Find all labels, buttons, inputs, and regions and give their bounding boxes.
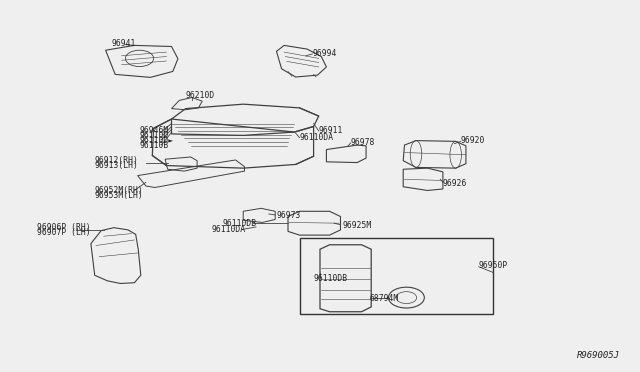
Text: 96994: 96994 [312, 49, 337, 58]
Text: 96110DB: 96110DB [223, 219, 257, 228]
Text: 96926: 96926 [443, 179, 467, 187]
Text: 96906P (RH): 96906P (RH) [37, 223, 91, 232]
Text: 68794M: 68794M [370, 294, 399, 303]
Text: 96110DB: 96110DB [314, 274, 348, 283]
Text: 96920: 96920 [461, 136, 485, 145]
Text: 96973: 96973 [276, 211, 301, 219]
Text: 96110B: 96110B [140, 141, 169, 150]
Text: 96110D: 96110D [140, 131, 169, 140]
Text: 96110DA: 96110DA [300, 133, 333, 142]
Text: 96950P: 96950P [479, 262, 508, 270]
Text: 96110D►: 96110D► [140, 136, 173, 145]
Text: 96952M(RH): 96952M(RH) [95, 186, 143, 195]
Text: 96978: 96978 [351, 138, 375, 147]
Text: 96907P (LH): 96907P (LH) [37, 228, 91, 237]
Text: 96925M: 96925M [342, 221, 372, 230]
Text: 96941: 96941 [112, 39, 136, 48]
Text: R969005J: R969005J [577, 351, 620, 360]
Text: 96210D: 96210D [186, 92, 215, 100]
Bar [300, 238, 493, 314]
Text: 96911: 96911 [319, 126, 343, 135]
Text: 96953M(LH): 96953M(LH) [95, 191, 143, 200]
Text: 96110DA: 96110DA [211, 225, 245, 234]
Text: 96946M: 96946M [140, 126, 169, 135]
Text: 96912(RH): 96912(RH) [95, 156, 139, 165]
Text: 96913(LH): 96913(LH) [95, 161, 139, 170]
